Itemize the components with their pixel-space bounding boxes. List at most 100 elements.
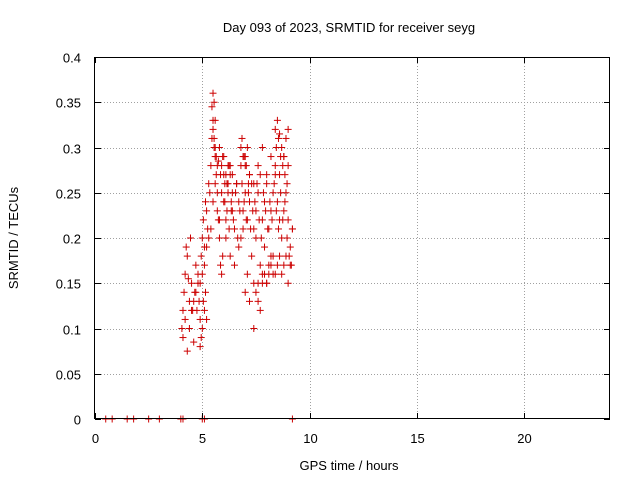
data-point (192, 288, 200, 296)
y-tick-label: 0.15 (56, 277, 81, 292)
data-point (276, 252, 284, 260)
data-point (255, 216, 263, 224)
data-point (259, 189, 267, 197)
y-tick-label: 0.2 (63, 232, 81, 247)
data-point (254, 297, 262, 305)
data-point (262, 207, 270, 215)
x-tick-label: 5 (199, 431, 206, 446)
data-point (288, 225, 296, 233)
x-axis-label: GPS time / hours (300, 458, 399, 473)
data-point (219, 252, 227, 260)
data-point (267, 153, 275, 161)
data-point (226, 252, 234, 260)
data-point (199, 297, 207, 305)
data-point (202, 198, 210, 206)
data-point (282, 134, 290, 142)
data-point (279, 216, 287, 224)
data-point (263, 171, 271, 179)
data-point (277, 189, 285, 197)
data-point (205, 234, 213, 242)
data-point (256, 261, 264, 269)
data-point (211, 116, 219, 124)
data-point (266, 198, 274, 206)
data-point (180, 288, 188, 296)
data-point (199, 216, 207, 224)
data-point (225, 225, 233, 233)
data-point (186, 234, 194, 242)
data-point (178, 325, 186, 332)
data-point (250, 325, 258, 332)
data-point (188, 306, 196, 314)
data-point (249, 207, 257, 215)
data-point (215, 216, 223, 224)
data-point (211, 180, 219, 188)
data-point (181, 315, 189, 323)
data-point (215, 234, 223, 242)
x-tick-label: 15 (410, 431, 424, 446)
data-point (281, 198, 289, 206)
data-point (181, 270, 189, 278)
y-tick-label: 0.3 (63, 142, 81, 157)
data-points (102, 89, 296, 423)
data-point (200, 261, 208, 269)
data-point (256, 171, 264, 179)
data-point (252, 234, 260, 242)
data-point (218, 162, 226, 170)
data-point (272, 207, 280, 215)
data-point (228, 189, 236, 197)
data-point (271, 270, 279, 278)
data-point (207, 225, 215, 233)
x-tick-label: 10 (303, 431, 317, 446)
data-point (188, 279, 196, 287)
data-point (227, 198, 235, 206)
axis-ticks (95, 57, 610, 420)
y-tick-label: 0 (74, 413, 81, 428)
data-point (256, 306, 264, 314)
data-point (280, 207, 288, 215)
data-point (281, 171, 289, 179)
data-point (209, 125, 217, 133)
data-point (283, 234, 291, 242)
data-point (235, 243, 243, 251)
chart-title: Day 093 of 2023, SRMTID for receiver sey… (223, 20, 475, 35)
data-point (196, 343, 204, 351)
data-point (273, 198, 281, 206)
data-point (217, 171, 225, 179)
data-point (185, 325, 193, 332)
data-point (276, 130, 284, 138)
data-point (284, 125, 292, 133)
data-point (268, 216, 276, 224)
data-point (203, 207, 211, 215)
data-point (210, 134, 218, 142)
data-point (286, 243, 294, 251)
data-point (207, 162, 215, 170)
data-point (254, 162, 262, 170)
data-point (263, 180, 271, 188)
data-point (286, 261, 294, 269)
data-point (261, 243, 269, 251)
data-point (240, 198, 248, 206)
data-point (182, 243, 190, 251)
data-point (179, 334, 187, 342)
data-point (243, 270, 251, 278)
data-point (202, 288, 210, 296)
data-point (206, 189, 214, 197)
y-tick-label: 0.05 (56, 368, 81, 383)
data-point (282, 252, 290, 260)
data-point (246, 171, 253, 179)
y-tick-label: 0.25 (56, 187, 81, 202)
data-point (183, 252, 191, 260)
data-point (237, 144, 245, 151)
data-point (242, 162, 250, 170)
data-point (223, 180, 231, 188)
data-point (258, 144, 266, 151)
data-point (228, 171, 236, 179)
data-point (215, 144, 223, 151)
data-point (263, 279, 271, 287)
data-point (269, 189, 277, 197)
data-point (272, 144, 280, 151)
data-point (192, 261, 200, 269)
data-point (183, 347, 191, 355)
data-point (196, 315, 204, 323)
data-point (222, 216, 230, 224)
